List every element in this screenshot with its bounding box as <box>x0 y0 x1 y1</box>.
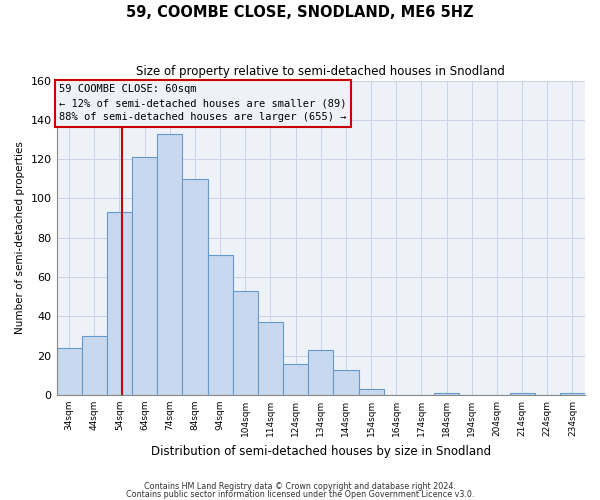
Text: Contains HM Land Registry data © Crown copyright and database right 2024.: Contains HM Land Registry data © Crown c… <box>144 482 456 491</box>
Bar <box>208 256 233 395</box>
Bar <box>334 370 359 395</box>
Bar <box>233 291 258 395</box>
Bar <box>283 364 308 395</box>
Bar <box>56 348 82 395</box>
Title: Size of property relative to semi-detached houses in Snodland: Size of property relative to semi-detach… <box>136 65 505 78</box>
Bar <box>258 322 283 395</box>
Text: 59, COOMBE CLOSE, SNODLAND, ME6 5HZ: 59, COOMBE CLOSE, SNODLAND, ME6 5HZ <box>126 5 474 20</box>
X-axis label: Distribution of semi-detached houses by size in Snodland: Distribution of semi-detached houses by … <box>151 444 491 458</box>
Bar <box>308 350 334 395</box>
Bar <box>182 179 208 395</box>
Bar <box>509 393 535 395</box>
Text: Contains public sector information licensed under the Open Government Licence v3: Contains public sector information licen… <box>126 490 474 499</box>
Bar <box>359 389 383 395</box>
Bar <box>107 212 132 395</box>
Bar <box>82 336 107 395</box>
Text: 59 COOMBE CLOSE: 60sqm
← 12% of semi-detached houses are smaller (89)
88% of sem: 59 COOMBE CLOSE: 60sqm ← 12% of semi-det… <box>59 84 347 122</box>
Bar <box>157 134 182 395</box>
Bar <box>560 393 585 395</box>
Bar <box>132 157 157 395</box>
Y-axis label: Number of semi-detached properties: Number of semi-detached properties <box>15 142 25 334</box>
Bar <box>434 393 459 395</box>
